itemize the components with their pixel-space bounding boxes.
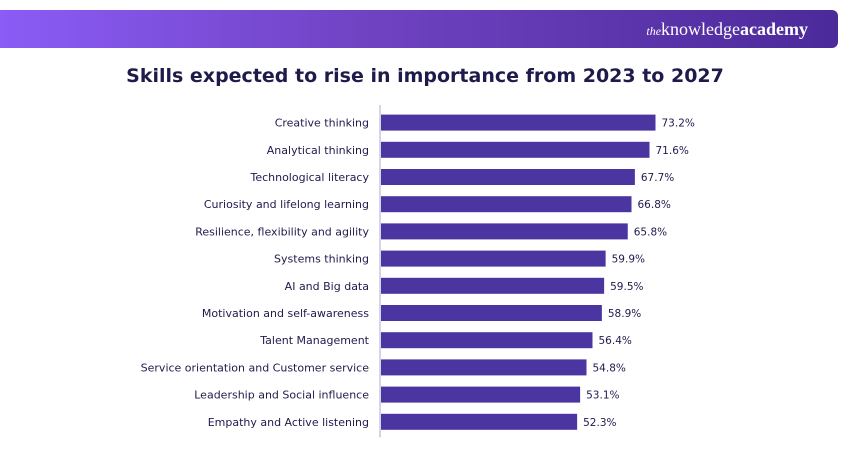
bar bbox=[381, 305, 602, 321]
bar bbox=[381, 169, 635, 185]
bar bbox=[381, 277, 605, 294]
brand-prefix: the bbox=[646, 24, 662, 38]
bar bbox=[381, 114, 656, 131]
category-label: Resilience, flexibility and agility bbox=[195, 225, 369, 238]
brand-word-knowledge: knowledge bbox=[661, 19, 741, 39]
category-label: Motivation and self-awareness bbox=[202, 307, 369, 320]
value-label: 58.9% bbox=[608, 308, 641, 320]
value-label: 54.8% bbox=[593, 362, 626, 374]
bar bbox=[381, 386, 581, 403]
bar bbox=[381, 332, 593, 349]
category-label: AI and Big data bbox=[285, 280, 369, 293]
value-label: 59.5% bbox=[610, 281, 643, 293]
category-label: Creative thinking bbox=[275, 117, 369, 130]
bar bbox=[381, 359, 587, 376]
bar bbox=[381, 250, 606, 267]
bar bbox=[381, 141, 650, 158]
bar bbox=[381, 196, 632, 213]
value-label: 56.4% bbox=[599, 335, 632, 347]
value-label: 65.8% bbox=[634, 226, 667, 238]
bar bbox=[381, 223, 628, 240]
value-label: 53.1% bbox=[586, 390, 619, 402]
brand-logo: theknowledgeacademy bbox=[646, 18, 808, 42]
category-label: Talent Management bbox=[259, 334, 369, 347]
header-banner: theknowledgeacademy bbox=[0, 10, 838, 48]
category-label: Empathy and Active listening bbox=[208, 416, 369, 429]
category-label: Curiosity and lifelong learning bbox=[204, 198, 369, 211]
bar bbox=[381, 413, 578, 430]
value-label: 73.2% bbox=[662, 118, 695, 130]
category-label: Analytical thinking bbox=[267, 144, 369, 157]
brand-word-academy: academy bbox=[740, 19, 808, 39]
value-label: 71.6% bbox=[656, 145, 689, 157]
category-label: Leadership and Social influence bbox=[194, 389, 369, 402]
category-label: Technological literacy bbox=[249, 171, 369, 184]
value-label: 59.9% bbox=[612, 254, 645, 266]
category-label: Systems thinking bbox=[274, 253, 369, 266]
value-label: 66.8% bbox=[638, 199, 671, 211]
category-label: Service orientation and Customer service bbox=[141, 361, 370, 374]
chart-title: Skills expected to rise in importance fr… bbox=[126, 65, 724, 87]
value-label: 67.7% bbox=[641, 172, 674, 184]
value-label: 52.3% bbox=[583, 417, 616, 429]
